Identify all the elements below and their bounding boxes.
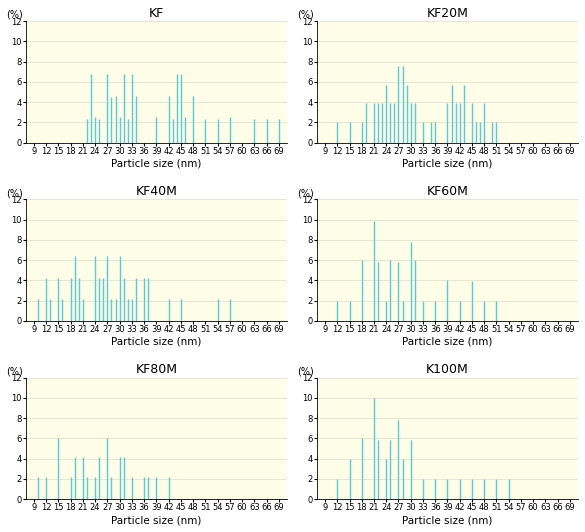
Text: (%): (%): [6, 10, 23, 20]
Title: K100M: K100M: [426, 363, 469, 377]
Text: (%): (%): [6, 367, 23, 377]
Text: (%): (%): [6, 188, 23, 198]
Title: KF20M: KF20M: [426, 7, 469, 20]
X-axis label: Particle size (nm): Particle size (nm): [111, 337, 202, 347]
X-axis label: Particle size (nm): Particle size (nm): [402, 159, 493, 169]
Text: (%): (%): [298, 188, 314, 198]
Text: (%): (%): [298, 367, 314, 377]
Text: (%): (%): [298, 10, 314, 20]
Title: KF80M: KF80M: [135, 363, 177, 377]
Title: KF40M: KF40M: [135, 185, 177, 198]
Title: KF60M: KF60M: [426, 185, 469, 198]
X-axis label: Particle size (nm): Particle size (nm): [111, 515, 202, 525]
X-axis label: Particle size (nm): Particle size (nm): [111, 159, 202, 169]
Title: KF: KF: [149, 7, 164, 20]
X-axis label: Particle size (nm): Particle size (nm): [402, 337, 493, 347]
X-axis label: Particle size (nm): Particle size (nm): [402, 515, 493, 525]
